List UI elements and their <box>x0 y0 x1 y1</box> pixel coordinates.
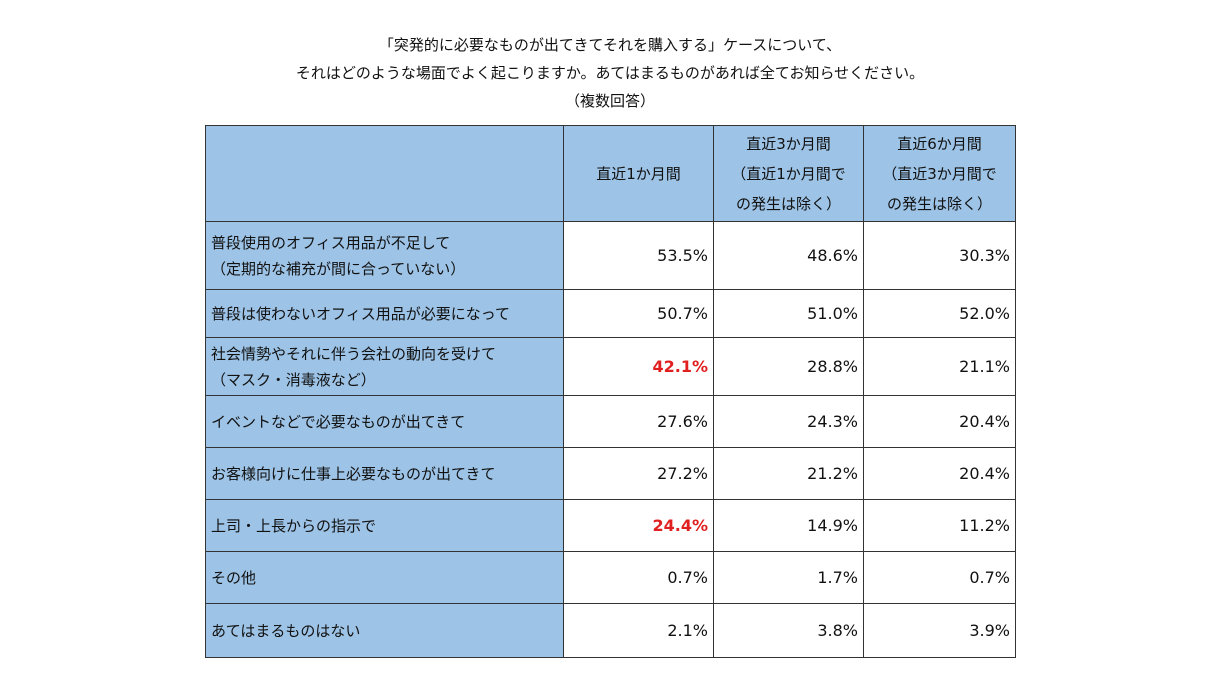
row-label: その他 <box>205 551 564 604</box>
value-cell: 1.7% <box>713 551 864 604</box>
row: 上司・上長からの指示で 24.4% 14.9% 11.2% <box>205 499 1016 552</box>
label-line: （定期的な補充が間に合っていない） <box>211 259 466 278</box>
value-cell: 21.2% <box>713 447 864 500</box>
row-label: 普段使用のオフィス用品が不足して （定期的な補充が間に合っていない） <box>205 221 564 290</box>
label-line: 普段は使わないオフィス用品が必要になって <box>211 304 510 323</box>
title-line: それはどのような場面でよく起こりますか。あてはまるものがあれば全てお知らせくださ… <box>295 64 925 82</box>
row: 普段は使わないオフィス用品が必要になって 50.7% 51.0% 52.0% <box>205 289 1016 338</box>
value-cell: 50.7% <box>563 289 714 338</box>
header-cell: 直近3か月間 （直近1か月間で の発生は除く） <box>713 125 864 222</box>
value-cell: 51.0% <box>713 289 864 338</box>
value-cell: 3.8% <box>713 603 864 658</box>
label-line: お客様向けに仕事上必要なものが出てきて <box>211 464 496 483</box>
value-cell: 48.6% <box>713 221 864 290</box>
value-cell: 20.4% <box>863 447 1016 500</box>
value-cell: 28.8% <box>713 337 864 396</box>
row-label: イベントなどで必要なものが出てきて <box>205 395 564 448</box>
label-line: 社会情勢やそれに伴う会社の動向を受けて <box>211 344 497 363</box>
value-cell: 42.1% <box>563 337 714 396</box>
header-line: （直近3か月間で <box>882 164 997 183</box>
value-cell: 30.3% <box>863 221 1016 290</box>
value-cell: 27.2% <box>563 447 714 500</box>
row: 社会情勢やそれに伴う会社の動向を受けて （マスク・消毒液など） 42.1% 28.8%… <box>205 337 1016 396</box>
value-cell: 0.7% <box>863 551 1016 604</box>
label-line: イベントなどで必要なものが出てきて <box>211 412 466 431</box>
header-line: 直近6か月間 <box>897 134 982 153</box>
header-cell: 直近1か月間 <box>563 125 714 222</box>
label-line: あてはまるものはない <box>211 621 361 640</box>
value-cell: 3.9% <box>863 603 1016 658</box>
title-line: 「突発的に必要なものが出てきてそれを購入する」ケースについて、 <box>378 36 842 54</box>
value-cell: 24.3% <box>713 395 864 448</box>
value-cell: 52.0% <box>863 289 1016 338</box>
value-cell: 0.7% <box>563 551 714 604</box>
row: イベントなどで必要なものが出てきて 27.6% 24.3% 20.4% <box>205 395 1016 448</box>
value-cell: 2.1% <box>563 603 714 658</box>
value-cell: 27.6% <box>563 395 714 448</box>
header-line: （直近1か月間で <box>731 164 846 183</box>
header-line: の発生は除く） <box>735 194 841 213</box>
row-label: 上司・上長からの指示で <box>205 499 564 552</box>
label-line: その他 <box>211 568 257 587</box>
row: 普段使用のオフィス用品が不足して （定期的な補充が間に合っていない） 53.5% 48… <box>205 221 1016 290</box>
row: あてはまるものはない 2.1% 3.8% 3.9% <box>205 603 1016 658</box>
header-line: 直近3か月間 <box>746 134 831 153</box>
header-row: 直近1か月間 直近3か月間 （直近1か月間で の発生は除く） 直近6か月間 （直近3か月間… <box>205 125 1016 222</box>
row-label: 普段は使わないオフィス用品が必要になって <box>205 289 564 338</box>
header-line: の発生は除く） <box>886 194 992 213</box>
header-cell <box>205 125 564 222</box>
header-line: 直近1か月間 <box>596 164 681 183</box>
label-line: （マスク・消毒液など） <box>211 370 376 389</box>
header-cell: 直近6か月間 （直近3か月間で の発生は除く） <box>863 125 1016 222</box>
value-cell: 11.2% <box>863 499 1016 552</box>
label-line: 上司・上長からの指示で <box>211 516 377 535</box>
row: その他 0.7% 1.7% 0.7% <box>205 551 1016 604</box>
row-label: 社会情勢やそれに伴う会社の動向を受けて （マスク・消毒液など） <box>205 337 564 396</box>
value-cell: 24.4% <box>563 499 714 552</box>
value-cell: 53.5% <box>563 221 714 290</box>
label-line: 普段使用のオフィス用品が不足して <box>211 233 451 252</box>
value-cell: 20.4% <box>863 395 1016 448</box>
title-line: （複数回答） <box>564 92 655 110</box>
table: 直近1か月間 直近3か月間 （直近1か月間で の発生は除く） 直近6か月間 （直近3か月間… <box>205 125 1016 658</box>
row-label: お客様向けに仕事上必要なものが出てきて <box>205 447 564 500</box>
value-cell: 14.9% <box>713 499 864 552</box>
row: お客様向けに仕事上必要なものが出てきて 27.2% 21.2% 20.4% <box>205 447 1016 500</box>
row-label: あてはまるものはない <box>205 603 564 658</box>
value-cell: 21.1% <box>863 337 1016 396</box>
